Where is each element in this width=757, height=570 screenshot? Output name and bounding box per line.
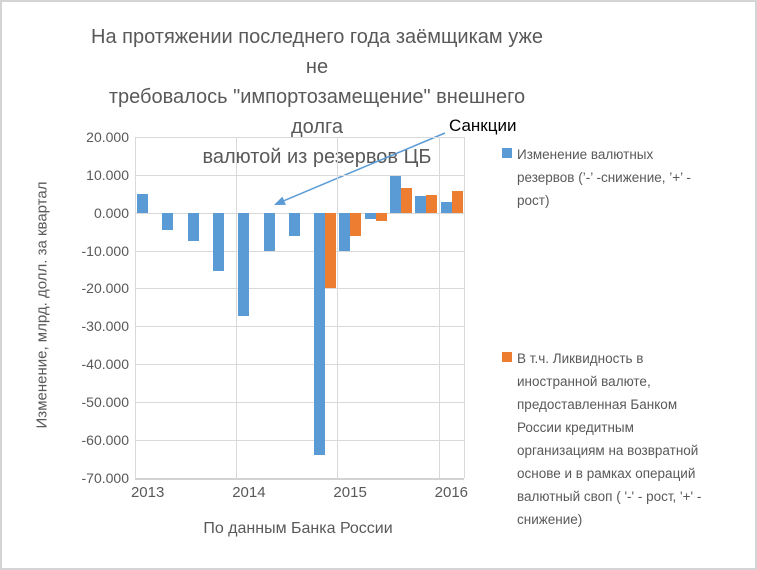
- y-axis-tick-label: 0.000: [93, 204, 129, 221]
- bar-reserves-2015-q2: [364, 212, 376, 220]
- chart-title: На протяжении последнего года заёмщикам …: [87, 22, 547, 172]
- chart-title-line: На протяжении последнего года заёмщикам …: [91, 26, 543, 78]
- gridline-horizontal: [135, 250, 464, 252]
- bar-reserves-2014-q4: [314, 212, 326, 455]
- legend-swatch-blue-icon: [502, 148, 512, 158]
- annotation-sanctions-label: Санкции: [449, 116, 517, 135]
- bar-liquidity-2014-q4: [325, 212, 337, 288]
- y-axis-title: Изменение, млрд. долл. за квартал: [33, 181, 51, 429]
- chart-title-line: валютой из резервов ЦБ: [202, 146, 432, 168]
- y-axis-tick-label: -20.000: [81, 280, 129, 297]
- bar-reserves-2014-q2: [263, 212, 275, 252]
- gridline-vertical: [135, 137, 136, 478]
- y-axis-tick-label: -10.000: [81, 242, 129, 259]
- bar-reserves-2015-q3: [390, 175, 402, 213]
- y-axis-tick-label: -70.000: [81, 469, 129, 486]
- y-axis-tick-label: -50.000: [81, 393, 129, 410]
- x-axis-caption: По данным Банка России: [203, 520, 393, 537]
- y-axis-tick-label: -60.000: [81, 431, 129, 448]
- gridline-horizontal: [135, 326, 464, 328]
- bar-reserves-2016-q1: [440, 202, 452, 213]
- legend-label-reserves: Изменение валютных резервов (’-’ -снижен…: [517, 147, 691, 208]
- x-axis-tick-label: 2014: [232, 483, 266, 501]
- y-axis-tick-label: 20.000: [86, 129, 129, 145]
- bar-reserves-2013-q3: [187, 212, 199, 241]
- bar-liquidity-2015-q2: [375, 212, 387, 222]
- bar-reserves-2014-q1: [238, 212, 250, 316]
- legend-label-liquidity: В т.ч. Ликвидность в иностранной валюте,…: [517, 351, 702, 527]
- bar-liquidity-2016-q1: [451, 191, 463, 213]
- bar-reserves-2015-q1: [339, 212, 351, 252]
- gridline-horizontal: [135, 137, 464, 138]
- x-axis-tick-label: 2013: [130, 483, 165, 501]
- gridline-vertical: [337, 137, 339, 478]
- x-axis-line: [135, 477, 464, 480]
- gridline-vertical: [464, 137, 465, 478]
- gridline-horizontal: [135, 174, 464, 176]
- bar-reserves-2015-q4: [415, 195, 427, 213]
- gridline-horizontal: [135, 439, 464, 441]
- bar-reserves-2013-q4: [212, 212, 224, 271]
- gridline-horizontal: [135, 401, 464, 403]
- y-axis-tick-label: 10.000: [86, 166, 129, 183]
- bar-reserves-2013-q1: [137, 193, 148, 213]
- gridline-horizontal: [135, 288, 464, 290]
- y-axis-tick-label: -40.000: [81, 356, 129, 372]
- bar-liquidity-2015-q1: [350, 212, 362, 237]
- gridline-vertical: [236, 137, 238, 478]
- x-axis-tick-label: 2015: [333, 483, 367, 501]
- bar-reserves-2013-q2: [162, 212, 174, 231]
- x-axis-tick-label: 2016: [434, 483, 469, 501]
- bar-liquidity-2015-q3: [401, 187, 413, 213]
- y-axis-tick-label: -30.000: [81, 318, 129, 335]
- bar-liquidity-2015-q4: [426, 194, 438, 213]
- gridline-vertical: [438, 137, 440, 478]
- bar-reserves-2014-q3: [288, 212, 300, 237]
- legend-swatch-orange-icon: [502, 352, 512, 362]
- gridline-horizontal: [135, 364, 464, 365]
